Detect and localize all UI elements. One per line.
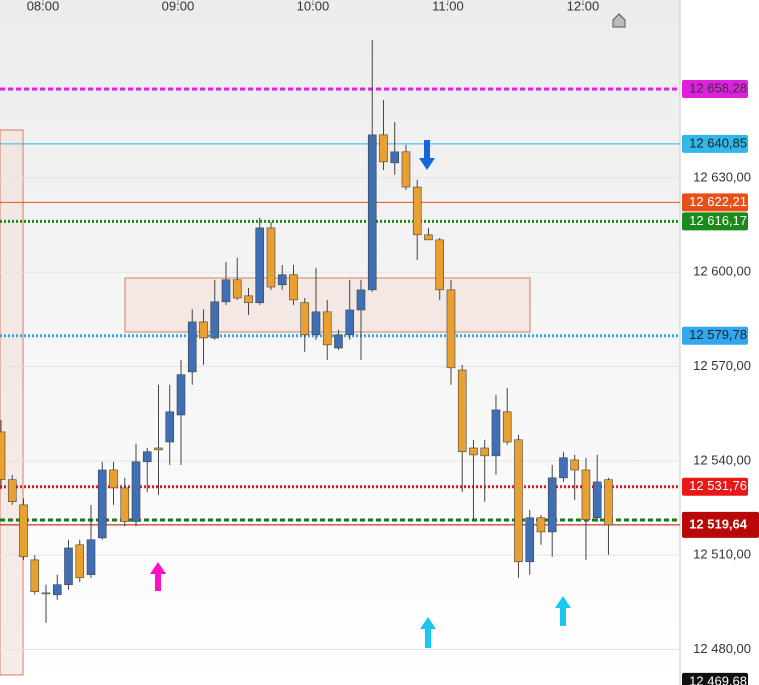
up-arrow	[420, 617, 436, 648]
candle-body	[255, 227, 265, 304]
candle-body	[592, 481, 602, 519]
candle-body	[86, 539, 96, 575]
candle-body	[52, 584, 62, 596]
y-tick-label: 12 510,00	[693, 547, 751, 562]
candle-body	[525, 517, 535, 563]
price-label: 12 616,17	[689, 213, 747, 228]
candle-body	[187, 321, 197, 373]
candle-body	[154, 447, 163, 451]
candle-body	[435, 239, 445, 291]
y-tick-label: 12 540,00	[693, 452, 751, 467]
candle-body	[199, 321, 208, 339]
y-tick-label: 12 570,00	[693, 358, 751, 373]
candle-body	[334, 334, 343, 349]
price-label: 12 531,76	[689, 478, 747, 493]
candle-body	[345, 309, 355, 336]
candle-body	[232, 279, 242, 299]
candle-body	[356, 289, 366, 311]
candle-body	[514, 439, 523, 563]
price-label: 12 469,68	[689, 673, 747, 685]
candle-body	[311, 311, 321, 336]
price-label-box	[682, 477, 748, 496]
candle-body	[300, 302, 310, 336]
candle-body	[0, 431, 6, 481]
y-tick-label: 12 600,00	[693, 264, 751, 279]
price-label-box	[682, 193, 748, 212]
candle-body	[536, 517, 546, 533]
candle-body	[412, 186, 422, 236]
candle-body	[30, 559, 40, 592]
price-label-box	[682, 672, 748, 685]
candle-body	[559, 457, 568, 479]
price-label-box	[682, 80, 748, 99]
candle-body	[165, 411, 175, 443]
candle-body	[210, 301, 220, 339]
candle-body	[446, 289, 456, 369]
price-label: 12 640,85	[689, 135, 747, 150]
candle-body	[41, 592, 51, 595]
candle-body	[604, 479, 613, 526]
down-arrow	[419, 140, 435, 170]
price-label-box	[682, 511, 759, 538]
x-tick-label: 10:00	[297, 0, 330, 13]
candle-body	[390, 151, 400, 164]
price-label-box	[682, 326, 748, 345]
x-tick-label: 08:00	[27, 0, 60, 13]
candle-body	[142, 451, 152, 463]
x-tick-label: 11:00	[432, 0, 464, 13]
candle-body	[469, 447, 478, 456]
candle-body	[19, 504, 28, 558]
x-tick-label: 12:00	[567, 0, 600, 13]
candle-body	[64, 547, 73, 586]
zone-box	[0, 129, 24, 676]
candle-body	[457, 369, 467, 453]
candle-body	[581, 469, 591, 520]
y-tick-label: 12 630,00	[693, 169, 751, 184]
home-icon[interactable]	[612, 13, 626, 28]
candle-body	[547, 477, 557, 533]
candle-body	[480, 447, 490, 457]
candle-body	[322, 311, 332, 346]
candle-body	[266, 227, 276, 288]
arrows	[150, 140, 571, 648]
price-label: 12 622,21	[689, 194, 747, 209]
price-label: 12 579,78	[689, 327, 747, 342]
candle-body	[424, 234, 433, 241]
candle-body	[570, 459, 580, 471]
candle-body	[131, 461, 141, 522]
candle-body	[120, 487, 130, 522]
candle-body	[289, 274, 298, 301]
candle-body	[401, 151, 411, 188]
candle-body	[7, 479, 17, 503]
price-label-box	[682, 212, 748, 231]
candle-body	[367, 134, 377, 291]
candle-body	[491, 409, 501, 457]
candle-body	[75, 544, 85, 579]
candle-body	[221, 279, 231, 303]
price-label: 12 658,28	[689, 80, 747, 95]
candle-body	[502, 411, 512, 443]
candle-body	[277, 274, 287, 286]
y-tick-label: 12 480,00	[693, 641, 751, 656]
candle-body	[176, 374, 186, 416]
up-arrow	[150, 562, 166, 591]
x-tick-label: 09:00	[162, 0, 195, 13]
up-arrow	[555, 596, 571, 626]
candle-body	[109, 469, 118, 489]
candle-body	[97, 469, 107, 539]
price-label-box	[682, 134, 748, 153]
price-label: 12 519,64	[689, 516, 748, 531]
candle-body	[244, 295, 253, 304]
candle-body	[379, 134, 388, 163]
